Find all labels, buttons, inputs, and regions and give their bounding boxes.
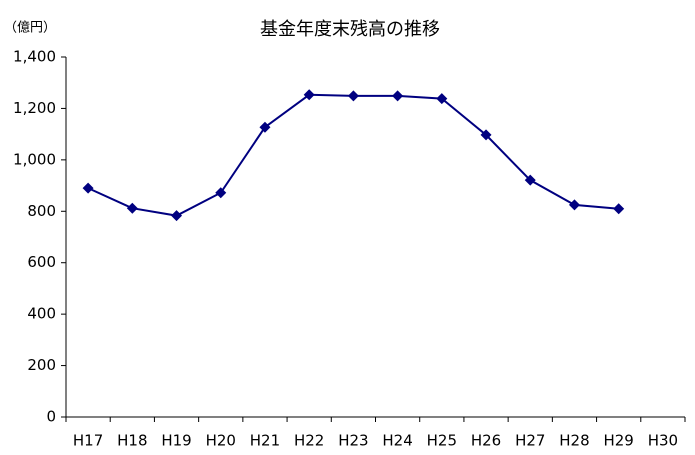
x-tick-label: H28 (559, 432, 589, 450)
y-tick-label: 1,200 (13, 99, 56, 117)
x-tick-label: H26 (471, 432, 501, 450)
point (613, 203, 625, 215)
y-tick-label: 600 (27, 253, 56, 271)
x-tick-label: H23 (338, 432, 368, 450)
chart-title: 基金年度末残高の推移 (260, 19, 440, 40)
x-tick-label: H24 (382, 432, 412, 450)
point (82, 182, 94, 194)
x-tick-label: H27 (515, 432, 545, 450)
y-tick-label: 800 (27, 202, 56, 220)
point (126, 202, 138, 214)
point (259, 121, 271, 133)
point (524, 174, 536, 186)
x-tick-label: H30 (648, 432, 678, 450)
point (347, 90, 359, 102)
point (436, 93, 448, 105)
y-tick-label: 400 (27, 305, 56, 323)
point (392, 90, 404, 102)
y-tick-label: 200 (27, 356, 56, 374)
x-tick-label: H18 (117, 432, 147, 450)
point (303, 89, 315, 101)
point (171, 210, 183, 222)
x-tick-label: H20 (206, 432, 236, 450)
x-tick-label: H21 (250, 432, 280, 450)
x-tick-label: H29 (603, 432, 633, 450)
x-tick-label: H25 (427, 432, 457, 450)
y-tick-label: 1,000 (13, 150, 56, 168)
point (568, 199, 580, 211)
point (215, 187, 227, 199)
y-tick-label: 0 (46, 408, 56, 426)
y-unit: （億円） (4, 20, 56, 36)
x-tick-label: H19 (161, 432, 191, 450)
point (480, 129, 492, 141)
series-line (87, 93, 619, 217)
x-tick-label: H17 (73, 432, 103, 450)
y-tick-label: 1,400 (13, 48, 56, 66)
x-tick-label: H22 (294, 432, 324, 450)
